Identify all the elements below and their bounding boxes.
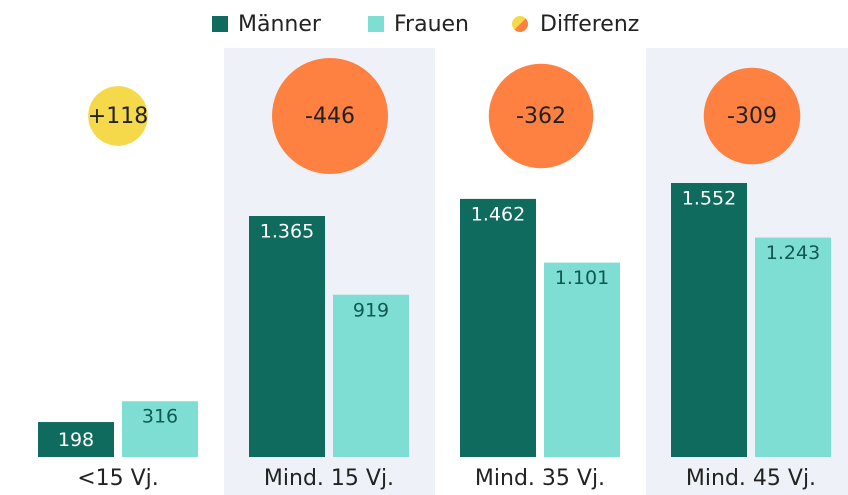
bar-value-label: 1.101 <box>555 267 609 289</box>
bar-value-label: 919 <box>353 299 389 321</box>
bar <box>544 262 620 457</box>
difference-label: -362 <box>516 104 566 129</box>
legend-icon <box>512 16 526 30</box>
bar <box>755 237 831 457</box>
difference-label: -309 <box>727 104 777 129</box>
bar <box>671 183 747 457</box>
difference-label: +118 <box>88 104 148 129</box>
legend-swatch <box>212 16 228 32</box>
legend-label: Männer <box>238 12 322 37</box>
difference-bubble <box>488 63 594 169</box>
bar-value-label: 198 <box>58 429 94 451</box>
x-tick-label: Mind. 35 Vj. <box>475 466 605 491</box>
difference-bubble <box>703 67 801 165</box>
x-tick-label: Mind. 45 Vj. <box>686 466 816 491</box>
bar-value-label: 1.243 <box>766 242 820 264</box>
difference-bubble <box>88 86 148 146</box>
bar-value-label: 1.365 <box>260 221 314 243</box>
bar <box>460 198 536 458</box>
bar <box>38 422 114 457</box>
bar <box>249 216 325 457</box>
difference-label: -446 <box>305 104 355 129</box>
legend-label: Frauen <box>394 12 469 37</box>
bar-value-label: 1.552 <box>682 188 736 210</box>
x-tick-label: Mind. 15 Vj. <box>264 466 394 491</box>
legend-icon <box>514 18 528 32</box>
bar-value-label: 316 <box>142 406 178 428</box>
difference-bubble <box>272 58 388 174</box>
bar <box>122 401 198 457</box>
legend-label: Differenz <box>540 12 639 37</box>
bar <box>333 294 409 457</box>
x-tick-label: <15 Vj. <box>77 466 159 491</box>
legend-swatch <box>368 16 384 32</box>
bar-value-label: 1.462 <box>471 203 525 225</box>
